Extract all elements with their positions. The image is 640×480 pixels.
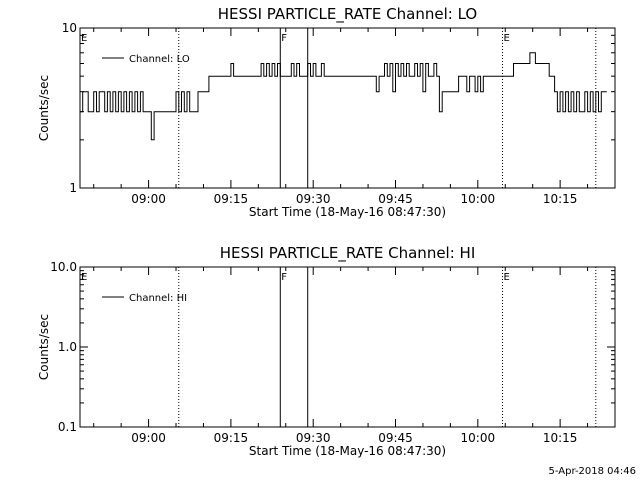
x-tick-label: 09:30 [296,431,331,445]
x-tick-label: 09:15 [214,192,249,206]
y-axis-label: Counts/sec [37,75,51,141]
chart-title: HESSI PARTICLE_RATE Channel: HI [220,244,476,263]
x-tick-label: 09:30 [296,192,331,206]
event-marker-label: E [81,272,87,283]
x-tick-label: 09:15 [214,431,249,445]
footer-timestamp: 5-Apr-2018 04:46 [549,466,636,477]
event-marker-label: E [81,33,87,44]
panel-hi: HESSI PARTICLE_RATE Channel: HI 09:00 09:1… [37,244,616,458]
y-tick-label: 10 [62,21,77,35]
plot-frame [79,27,616,189]
panel-lo: HESSI PARTICLE_RATE Channel: LO 09:00 09:1… [37,5,616,219]
x-axis-label: Start Time (18-May-16 08:47:30) [249,444,446,458]
x-tick-label: 10:00 [461,192,496,206]
x-tick-label: 10:15 [543,431,578,445]
legend-label: Channel: LO [129,54,190,65]
legend-label: Channel: HI [129,293,187,304]
x-tick-label: 09:00 [131,431,166,445]
x-tick-label: 09:45 [378,431,413,445]
x-tick-label: 09:00 [131,192,166,206]
x-tick-label: 09:45 [378,192,413,206]
chart-title: HESSI PARTICLE_RATE Channel: LO [218,5,477,24]
event-marker-label: E [504,33,510,44]
event-marker-label: E [504,272,510,283]
event-marker-label: F [281,33,287,44]
y-axis-label: Counts/sec [37,314,51,380]
y-tick-label: 1.0 [58,340,77,354]
y-tick-label: 0.1 [58,420,77,434]
y-tick-label: 10.0 [50,260,77,274]
y-tick-label: 1 [69,181,77,195]
x-axis-label: Start Time (18-May-16 08:47:30) [249,205,446,219]
series-line [80,52,607,141]
x-tick-label: 10:15 [543,192,578,206]
x-tick-label: 10:00 [461,431,496,445]
event-marker-label: F [281,272,287,283]
plot-frame [79,266,616,428]
